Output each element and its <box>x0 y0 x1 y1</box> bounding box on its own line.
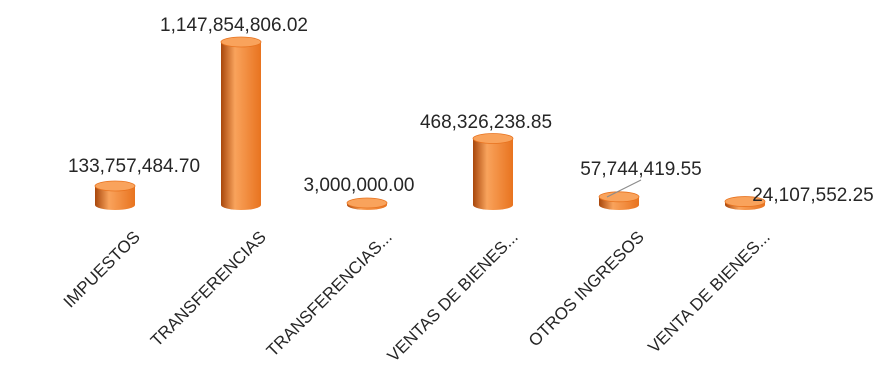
bar-body-1 <box>95 186 135 210</box>
bar-body-4 <box>473 138 513 210</box>
category-label-6: VENTA DE BIENES... <box>644 227 773 356</box>
category-label-2: TRANSFERENCIAS <box>147 227 270 350</box>
bar-1 <box>94 180 136 210</box>
data-label-5: 57,744,419.55 <box>580 159 702 180</box>
bar-body-2 <box>221 42 261 210</box>
bar-2 <box>220 36 262 210</box>
category-label-4: VENTAS DE BIENES... <box>384 227 522 365</box>
category-label-5: OTROS INGRESOS <box>525 227 648 350</box>
bar-6 <box>724 196 766 210</box>
bar-top-4 <box>472 133 514 144</box>
bars-layer <box>94 36 766 210</box>
bar-top-3 <box>346 197 388 209</box>
category-label-1: IMPUESTOS <box>60 227 144 311</box>
category-label-3: TRANSFERENCIAS... <box>263 227 396 360</box>
bar-4 <box>472 133 514 210</box>
data-label-2: 1,147,854,806.02 <box>160 15 308 36</box>
bar-top-1 <box>94 180 136 192</box>
bar-3 <box>346 197 388 210</box>
data-labels-layer: 133,757,484.70 1,147,854,806.02 3,000,000.… <box>68 15 874 206</box>
data-label-1: 133,757,484.70 <box>68 156 200 177</box>
leader-line-5 <box>606 179 642 198</box>
bar-top-5 <box>598 191 640 203</box>
bar-top-6 <box>724 196 766 207</box>
bar-5 <box>598 191 640 210</box>
data-label-6: 24,107,552.25 <box>752 185 874 206</box>
data-label-4: 468,326,238.85 <box>420 112 552 133</box>
data-label-3: 3,000,000.00 <box>304 175 415 196</box>
leader-lines-layer <box>606 179 642 198</box>
category-labels-layer: IMPUESTOS TRANSFERENCIASTRANSFERENCIAS...… <box>60 227 774 365</box>
bar-top-2 <box>220 36 262 48</box>
